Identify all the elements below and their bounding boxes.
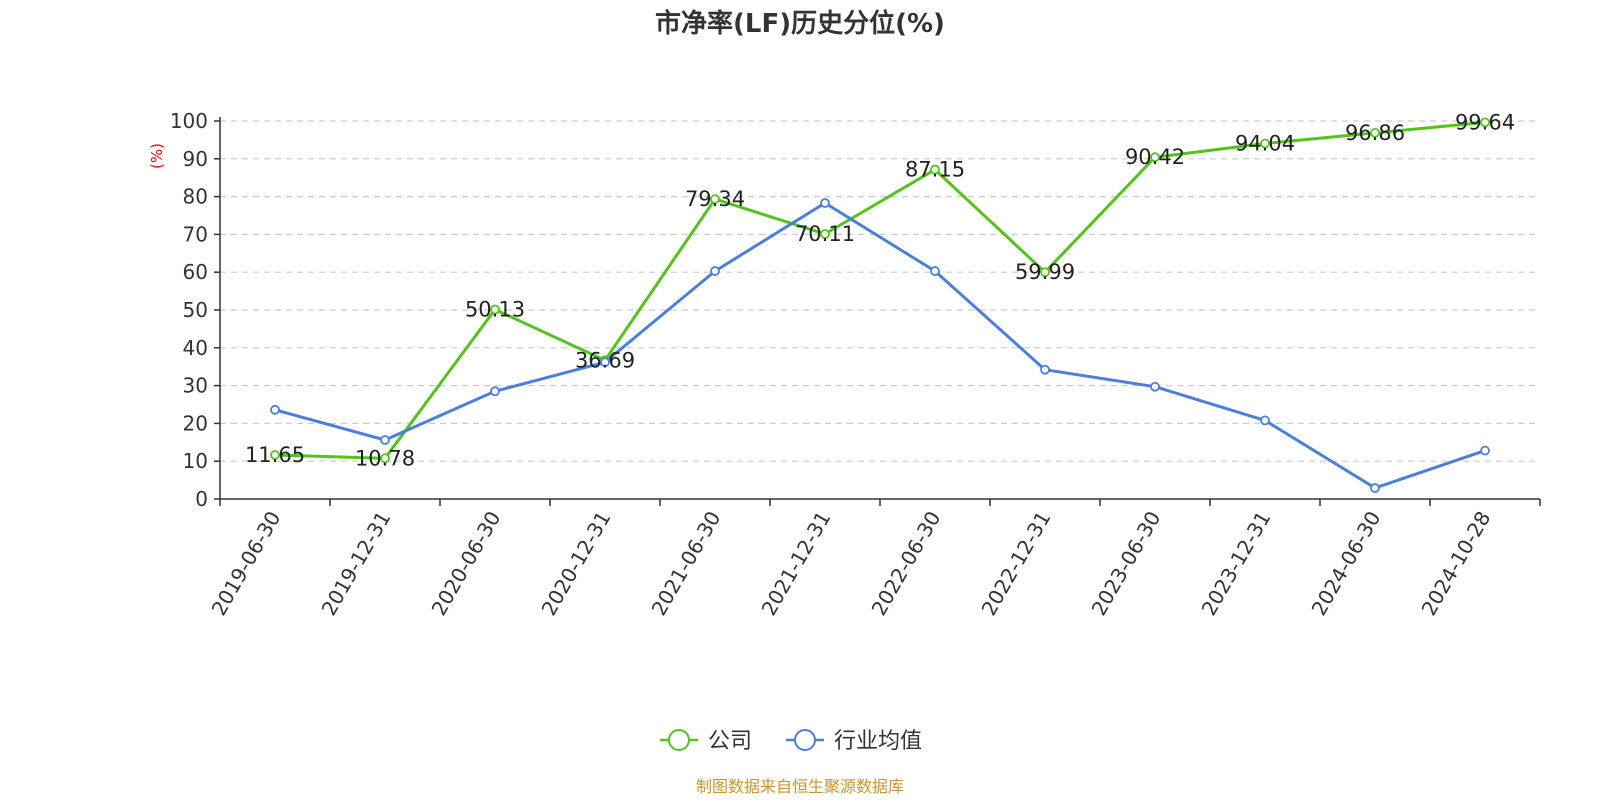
y-tick-label: 0 [195, 487, 208, 511]
data-point[interactable] [820, 229, 830, 239]
data-label: 99.64 [1455, 110, 1515, 134]
data-point[interactable] [270, 450, 280, 460]
data-point[interactable] [1370, 127, 1380, 138]
x-tick-label: 2021-06-30 [646, 507, 725, 620]
x-tick-label: 2024-06-30 [1306, 507, 1385, 620]
y-axis-label: (%) [148, 143, 166, 169]
series-2 [270, 198, 1490, 493]
legend-label: 公司 [708, 729, 752, 754]
x-tick-label: 2021-12-31 [756, 507, 835, 620]
x-tick-label: 2019-12-31 [316, 507, 395, 620]
data-point[interactable] [710, 266, 720, 276]
y-tick-label: 10 [183, 449, 208, 473]
data-label: 79.34 [685, 187, 745, 211]
y-tick-label: 30 [183, 374, 208, 398]
x-tick-label: 2020-12-31 [536, 507, 615, 620]
source-note: 制图数据来自恒生聚源数据库 [696, 777, 904, 796]
data-point[interactable] [1260, 415, 1270, 426]
data-point[interactable] [1150, 152, 1160, 163]
x-tick-label: 2024-10-28 [1416, 507, 1495, 620]
data-point[interactable] [930, 164, 940, 175]
x-tick-label: 2023-12-31 [1196, 507, 1275, 620]
x-tick-label: 2022-12-31 [976, 507, 1055, 620]
data-point[interactable] [600, 357, 610, 368]
data-label: 36.69 [575, 348, 635, 372]
y-tick-label: 90 [183, 147, 208, 171]
data-point[interactable] [1480, 117, 1490, 128]
data-label: 94.04 [1235, 132, 1295, 156]
data-point[interactable] [270, 404, 280, 415]
x-tick-label: 2022-06-30 [866, 507, 945, 620]
series-line [274, 120, 1486, 460]
data-label: 11.65 [245, 443, 305, 467]
data-point[interactable] [930, 266, 940, 276]
legend[interactable]: 公司 行业均值 [660, 729, 922, 754]
data-label: 10.78 [355, 446, 415, 470]
y-tick-label: 50 [183, 298, 208, 322]
y-tick-label: 80 [183, 185, 208, 209]
axes: 0 10 20 30 40 50 60 70 80 90 100 2019-06-30 2019-12-… [170, 109, 1541, 620]
data-label: 96.86 [1345, 121, 1405, 145]
data-point[interactable] [490, 304, 500, 315]
legend-label: 行业均值 [834, 729, 922, 754]
y-tick-label: 20 [183, 411, 208, 435]
y-tick-label: 70 [183, 222, 208, 246]
data-label: 59.99 [1015, 260, 1075, 284]
data-point[interactable] [380, 453, 390, 464]
data-point[interactable] [380, 435, 390, 445]
y-tick-label: 40 [183, 336, 208, 360]
legend-marker-icon [668, 729, 690, 751]
data-point[interactable] [1260, 138, 1270, 149]
data-point[interactable] [1040, 267, 1050, 278]
data-point[interactable] [710, 194, 720, 204]
data-label: 70.11 [795, 222, 855, 246]
x-tick-label: 2020-06-30 [426, 507, 505, 620]
x-tick-label: 2019-06-30 [206, 507, 285, 620]
data-label: 50.13 [465, 298, 525, 322]
x-tick-label: 2023-06-30 [1086, 507, 1165, 620]
data-label: 90.42 [1125, 145, 1185, 169]
legend-marker-icon [794, 729, 816, 751]
y-tick-label: 60 [183, 260, 208, 284]
data-labels: 11.65 10.78 50.13 36.69 79.34 70.11 87.15 59.99… [245, 110, 1515, 470]
y-tick-label: 100 [170, 109, 208, 133]
data-point[interactable] [490, 386, 500, 397]
data-point[interactable] [1150, 381, 1160, 392]
data-point[interactable] [1370, 483, 1380, 493]
data-point[interactable] [1040, 364, 1050, 375]
grid-lines [220, 120, 1540, 462]
data-point[interactable] [820, 198, 830, 208]
data-label: 87.15 [905, 158, 965, 182]
chart-title: 市净率(LF)历史分位(%) [655, 8, 945, 39]
series-line [274, 201, 1486, 490]
series-layer [270, 117, 1490, 493]
legend-item-1[interactable]: 公司 [660, 729, 752, 754]
data-point[interactable] [1480, 445, 1490, 456]
legend-item-2[interactable]: 行业均值 [786, 729, 922, 754]
